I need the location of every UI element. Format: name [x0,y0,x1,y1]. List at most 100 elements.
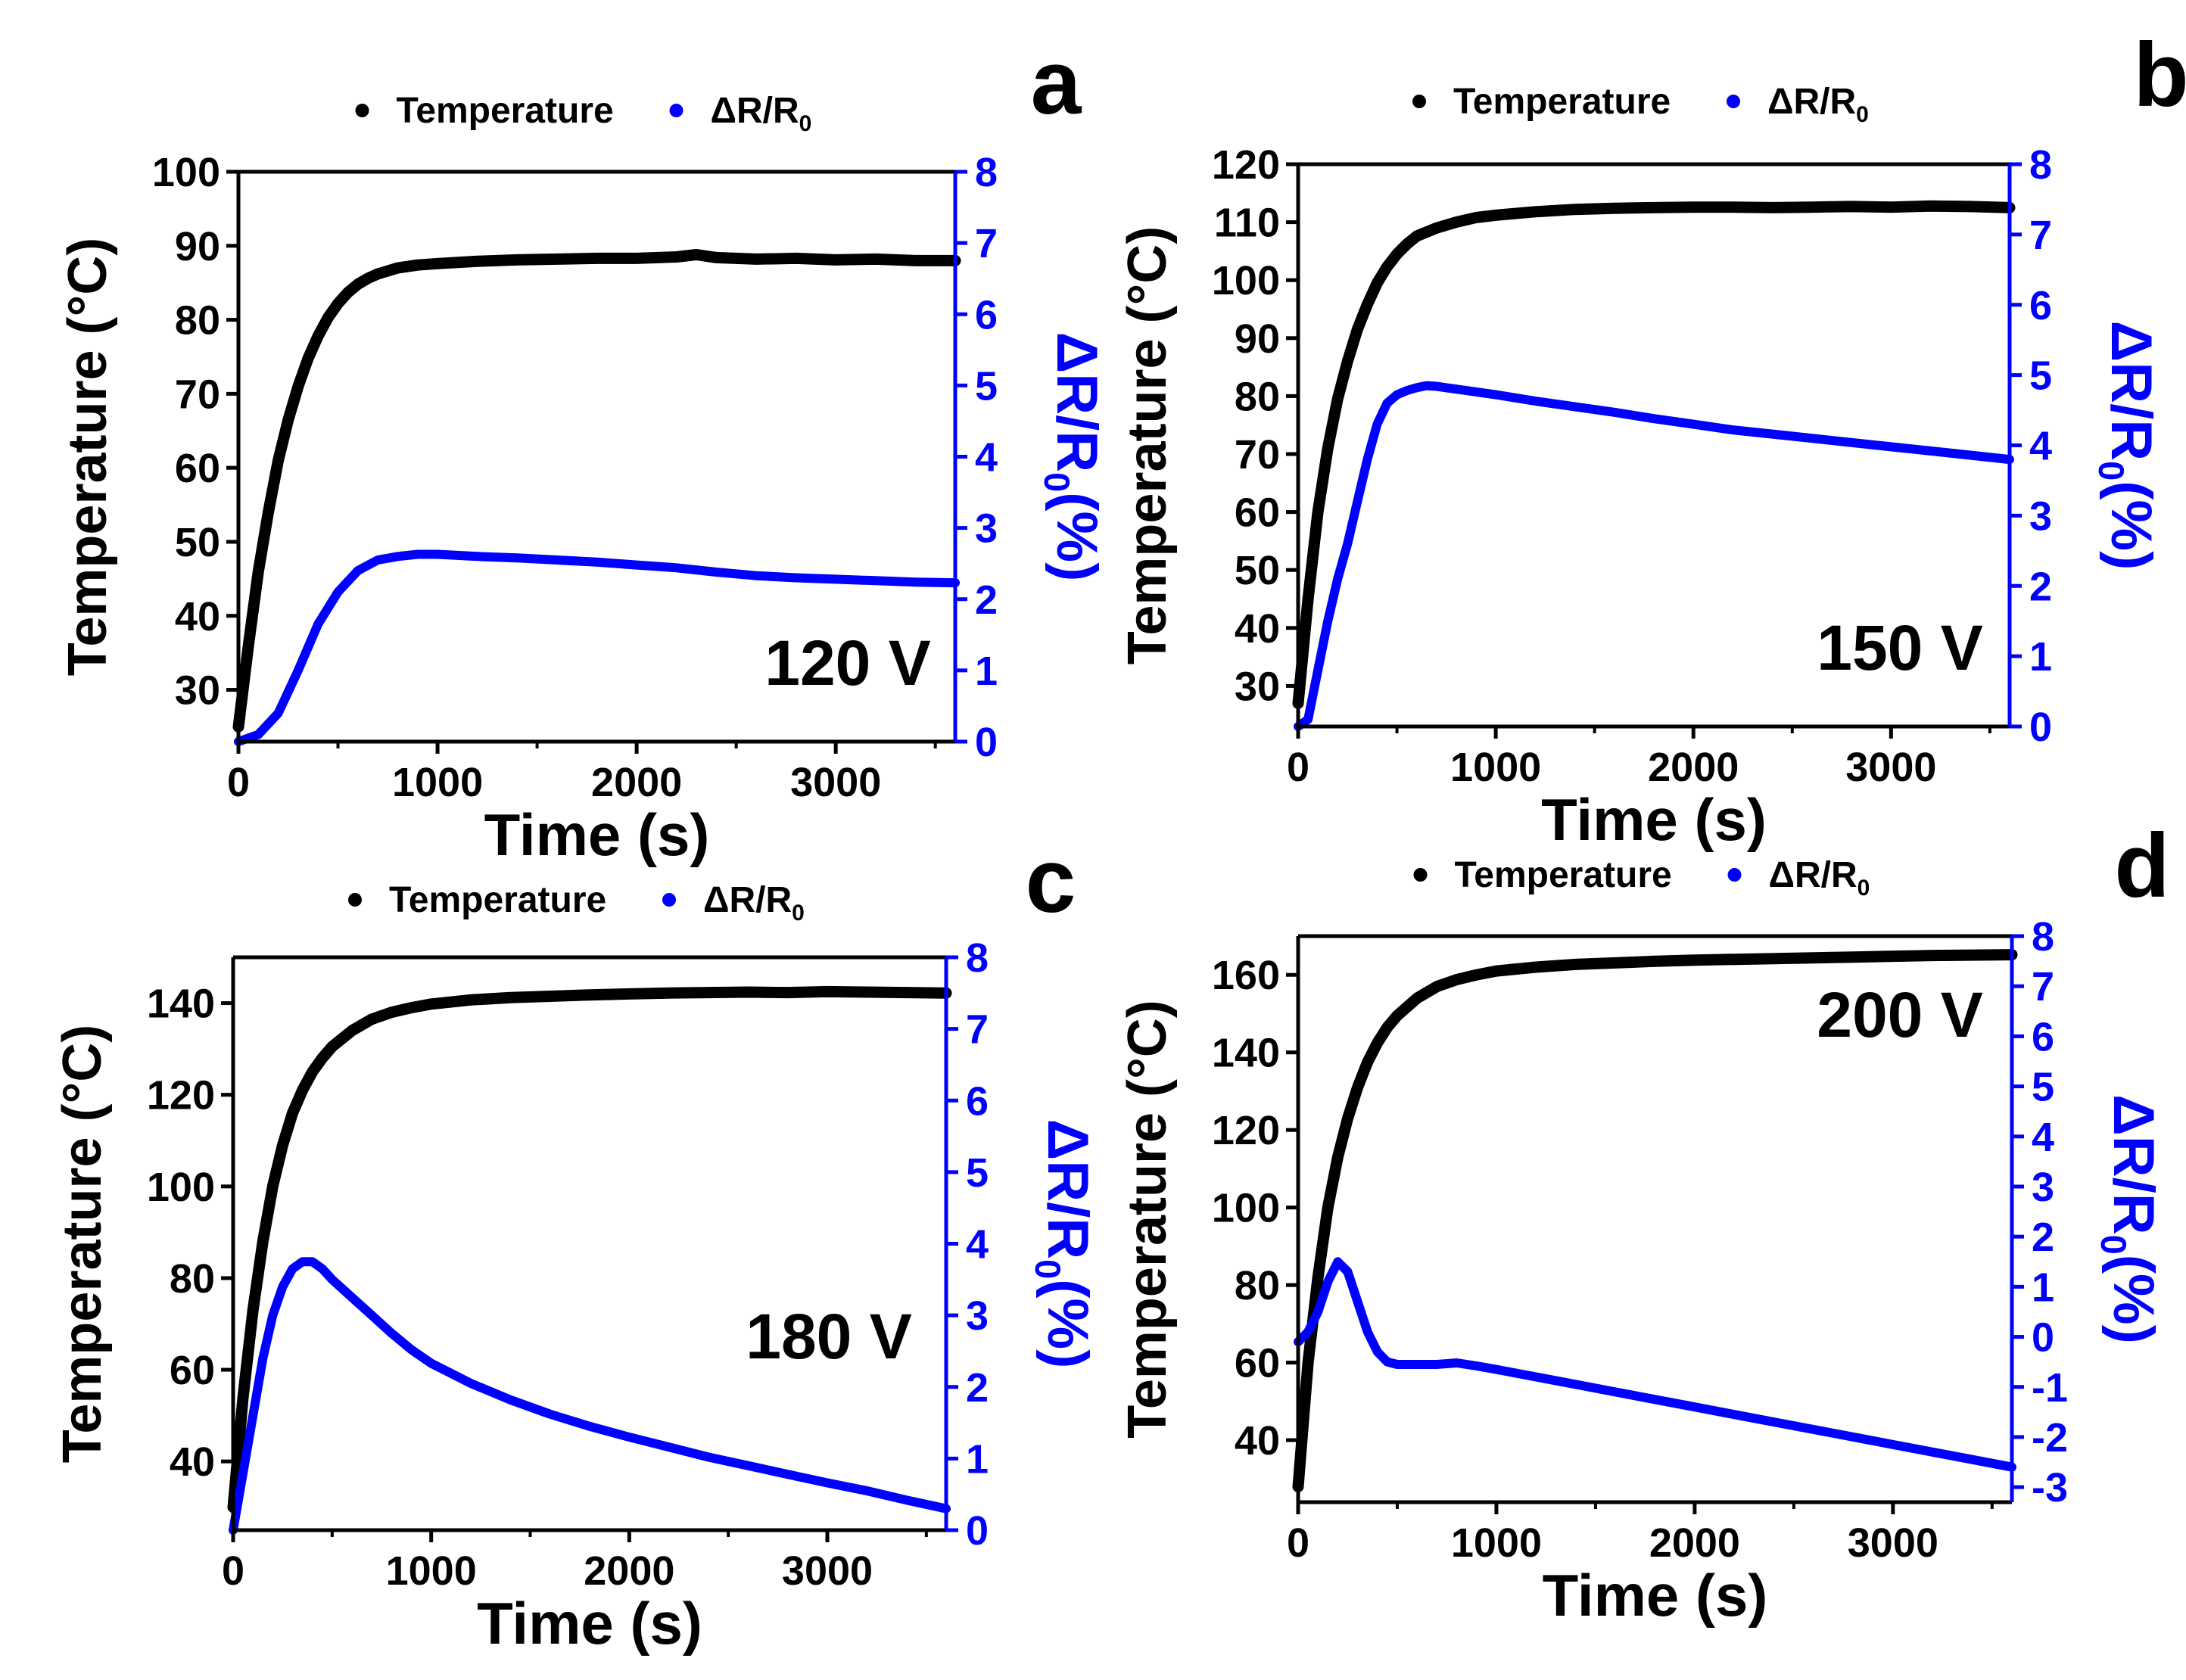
x-tick-label: 3000 [1848,1520,1938,1566]
y2-tick-label: -2 [2032,1415,2068,1461]
y-tick-label: 80 [1235,374,1280,419]
legend: Temperature ΔR/R0 [1412,82,1869,127]
y2-tick-label: 7 [2029,213,2052,258]
y2-tick-label: -1 [2032,1365,2068,1411]
y-axis-title: Temperature (°C) [1117,226,1178,665]
panel-c: c 0 1000 2000 3000 40 60 80 100 120 140 0 1 2 3 4 5 6 7 8 Ti… [52,830,1100,1657]
y2-tick-label: 8 [966,935,989,981]
y2-tick-label: 8 [2032,914,2054,960]
temperature-series-line [227,985,952,1514]
x-tick-label: 0 [227,760,250,805]
temperature-series-line [1292,200,2016,709]
legend-temperature-marker [355,104,369,117]
y2-tick-label: 8 [2029,142,2052,188]
x-tick-label: 2000 [1648,745,1739,790]
legend-temperature-label: Temperature [1453,82,1671,122]
y2-axis-title: ΔR/R0(%) [1028,1119,1100,1369]
y2-axis-title: ΔR/R0(%) [2091,321,2163,571]
y2-tick-label: 2 [2032,1215,2054,1260]
y2-tick-label: 2 [966,1365,989,1411]
y-tick-label: 160 [1212,953,1280,998]
y2-tick-label: 6 [2029,283,2052,328]
y2-tick-label: 3 [975,506,998,552]
y-tick-label: 120 [147,1073,215,1118]
y2-tick-label: 4 [2029,424,2052,469]
y-tick-label: 40 [1235,606,1280,652]
legend-temperature-label: Temperature [1455,855,1672,895]
y-tick-label: 40 [1235,1418,1280,1464]
voltage-annotation: 150 V [1817,612,1983,683]
y-tick-label: 100 [1212,1186,1280,1231]
legend-temperature-marker [1413,868,1428,882]
y2-tick-label: 1 [966,1436,989,1482]
y-tick-label: 110 [1214,201,1280,246]
legend-resistance-label: ΔR/R0 [703,880,805,926]
panel-label: d [2114,815,2169,916]
legend-temperature-label: Temperature [389,880,606,920]
x-tick-label: 2000 [591,760,682,805]
y-tick-label: 30 [1235,664,1280,709]
legend: Temperature ΔR/R0 [1413,855,1870,901]
x-tick-label: 0 [1287,745,1309,790]
x-tick-label: 1000 [386,1548,477,1594]
y-tick-label: 90 [1235,316,1280,362]
legend-resistance-marker [1727,95,1740,108]
y-tick-label: 100 [147,1165,215,1210]
y2-tick-label: 0 [966,1508,989,1554]
x-axis-title: Time (s) [1541,786,1767,853]
voltage-annotation: 120 V [764,627,931,698]
y-tick-label: 50 [1235,548,1280,593]
y-tick-label: 120 [1212,1108,1280,1153]
y-tick-label: 80 [170,1256,215,1302]
y-axis-title: Temperature (°C) [58,238,118,677]
y-tick-label: 100 [1212,258,1280,303]
y2-tick-label: -3 [2032,1465,2068,1510]
y2-tick-label: 5 [975,363,998,409]
y2-tick-label: 4 [2032,1115,2054,1160]
x-axis-title: Time (s) [1543,1562,1768,1629]
x-tick-label: 2000 [584,1548,674,1594]
panel-a: a0 1000 2000 300030405060708090100012345678… [58,32,1109,868]
y2-tick-label: 2 [975,577,998,623]
y2-tick-label: 7 [2032,964,2054,1010]
resistance-series-line [1294,381,2014,731]
x-tick-label: 1000 [1450,745,1541,790]
legend-resistance-marker [1727,868,1742,882]
y2-tick-label: 6 [975,292,998,338]
x-axis-title: Time (s) [477,1590,702,1657]
panel-b: b 0 1000 2000 3000 30 40 50 60 70 80 90 100 110 120 0 1 2… [1117,24,2186,853]
voltage-annotation: 180 V [746,1301,912,1372]
panel-label: c [1026,830,1076,932]
legend-temperature-marker [348,893,362,907]
y-tick-label: 30 [175,668,220,714]
voltage-annotation: 200 V [1817,979,1983,1050]
y-axis-title: Temperature (°C) [52,1025,113,1464]
y-tick-label: 70 [175,372,220,417]
y-tick-label: 80 [1235,1263,1280,1308]
y-tick-label: 40 [175,594,220,639]
y-tick-label: 50 [175,520,220,565]
y2-tick-label: 0 [2032,1315,2054,1361]
y2-tick-label: 8 [975,150,998,195]
y-tick-label: 70 [1235,432,1280,478]
y-tick-label: 120 [1212,142,1280,188]
y2-tick-label: 0 [2029,705,2052,750]
legend-temperature-marker [1412,95,1426,108]
resistance-series-line [229,1257,951,1535]
y2-axis-title: ΔR/R0(%) [2094,1094,2166,1344]
legend-resistance-label: ΔR/R0 [711,91,812,136]
legend-resistance-marker [662,893,676,907]
panel-label: a [1031,32,1082,133]
legend-resistance-label: ΔR/R0 [1767,82,1869,127]
y2-tick-label: 4 [975,435,998,481]
y2-tick-label: 3 [2029,493,2052,539]
y2-tick-label: 0 [975,720,998,765]
y2-tick-label: 3 [2032,1165,2054,1210]
x-tick-label: 1000 [392,760,483,805]
y2-tick-label: 3 [966,1293,989,1339]
y2-tick-label: 1 [2032,1265,2054,1310]
y2-tick-label: 7 [975,221,998,266]
resistance-series-line [234,549,960,746]
y2-tick-label: 4 [966,1222,989,1268]
